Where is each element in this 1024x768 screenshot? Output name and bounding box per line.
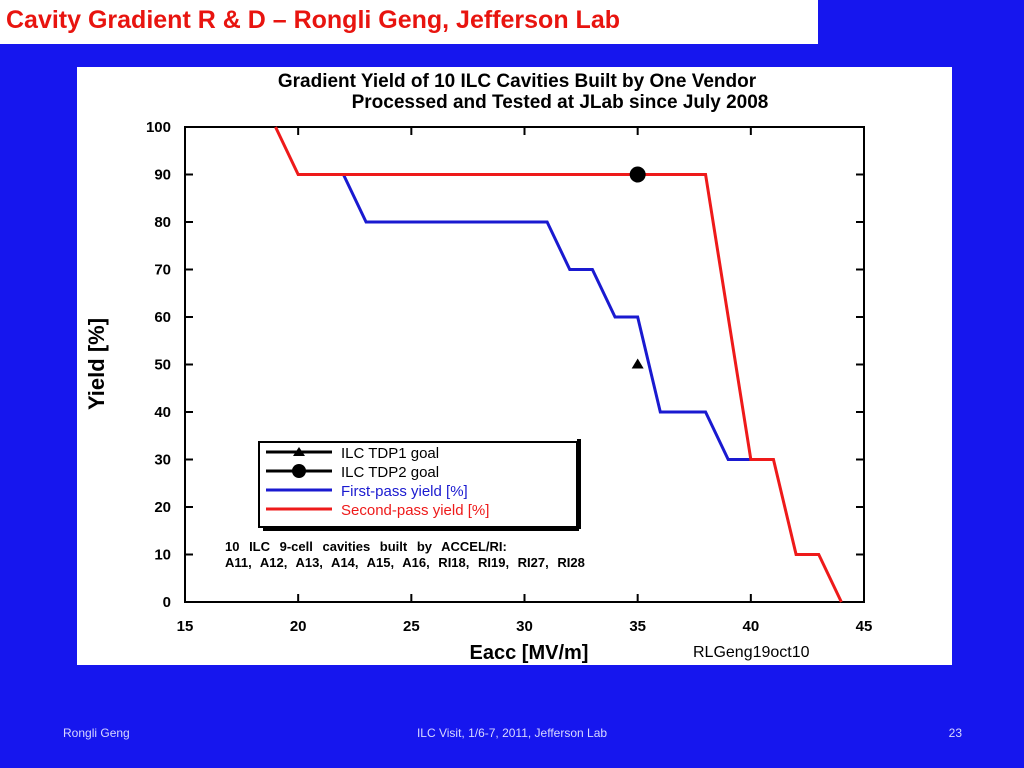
- x-axis-label: Eacc [MV/m]: [470, 642, 589, 664]
- legend: ILC TDP1 goal ILC TDP2 goal First-pass y…: [258, 439, 581, 531]
- series-layer: [274, 126, 843, 603]
- legend-label-tdp1: ILC TDP1 goal: [341, 445, 439, 462]
- y-axis-label: Yield [%]: [84, 318, 109, 410]
- y-tick-label: 50: [154, 357, 171, 374]
- x-tick-label: 15: [177, 618, 194, 635]
- chart-panel: Gradient Yield of 10 ILC Cavities Built …: [77, 67, 952, 665]
- annotation-line-1: 10 ILC 9-cell cavities built by ACCEL/RI…: [225, 539, 507, 554]
- yield-chart: Gradient Yield of 10 ILC Cavities Built …: [84, 71, 872, 664]
- slide-title: Cavity Gradient R & D – Rongli Geng, Jef…: [6, 6, 620, 34]
- y-tick-label: 40: [154, 404, 171, 421]
- x-tick-label: 25: [403, 618, 420, 635]
- x-tick-label: 45: [856, 618, 873, 635]
- y-tick-label: 60: [154, 309, 171, 326]
- x-tick-label: 35: [629, 618, 646, 635]
- y-tick-label: 30: [154, 452, 171, 469]
- legend-label-second-pass: Second-pass yield [%]: [341, 502, 489, 519]
- y-tick-label: 100: [146, 119, 171, 136]
- series-line-2: [342, 173, 751, 461]
- x-tick-label: 40: [742, 618, 759, 635]
- y-tick-label: 20: [154, 499, 171, 516]
- y-tick-label: 10: [154, 547, 171, 564]
- legend-label-tdp2: ILC TDP2 goal: [341, 464, 439, 481]
- legend-label-first-pass: First-pass yield [%]: [341, 483, 468, 500]
- chart-title: Gradient Yield of 10 ILC Cavities Built …: [278, 71, 757, 92]
- x-tick-label: 20: [290, 618, 307, 635]
- y-tick-label: 70: [154, 262, 171, 279]
- axis-ticks: 0 10 20 30 40 50 60 70 80 90 100 15 20 25 30 35 40 45: [146, 119, 872, 635]
- x-tick-label: 30: [516, 618, 533, 635]
- series-line-3: [274, 126, 843, 603]
- tdp1-goal-point: [631, 358, 644, 369]
- chart-subtitle: Processed and Tested at JLab since July …: [352, 92, 769, 113]
- legend-triangle-icon: [293, 447, 305, 456]
- legend-circle-icon: [292, 464, 306, 478]
- y-tick-label: 0: [163, 594, 171, 611]
- footer-event: ILC Visit, 1/6-7, 2011, Jefferson Lab: [416, 726, 608, 740]
- slide-title-box: Cavity Gradient R & D – Rongli Geng, Jef…: [0, 0, 818, 44]
- chart-credit: RLGeng19oct10: [693, 644, 810, 661]
- footer-page-number: 23: [948, 726, 962, 740]
- tdp2-goal-point: [629, 166, 646, 183]
- y-tick-label: 80: [154, 214, 171, 231]
- y-tick-label: 90: [154, 167, 171, 184]
- annotation-line-2: A11, A12, A13, A14, A15, A16, RI18, RI19…: [225, 555, 585, 570]
- footer-author: Rongli Geng: [63, 726, 130, 740]
